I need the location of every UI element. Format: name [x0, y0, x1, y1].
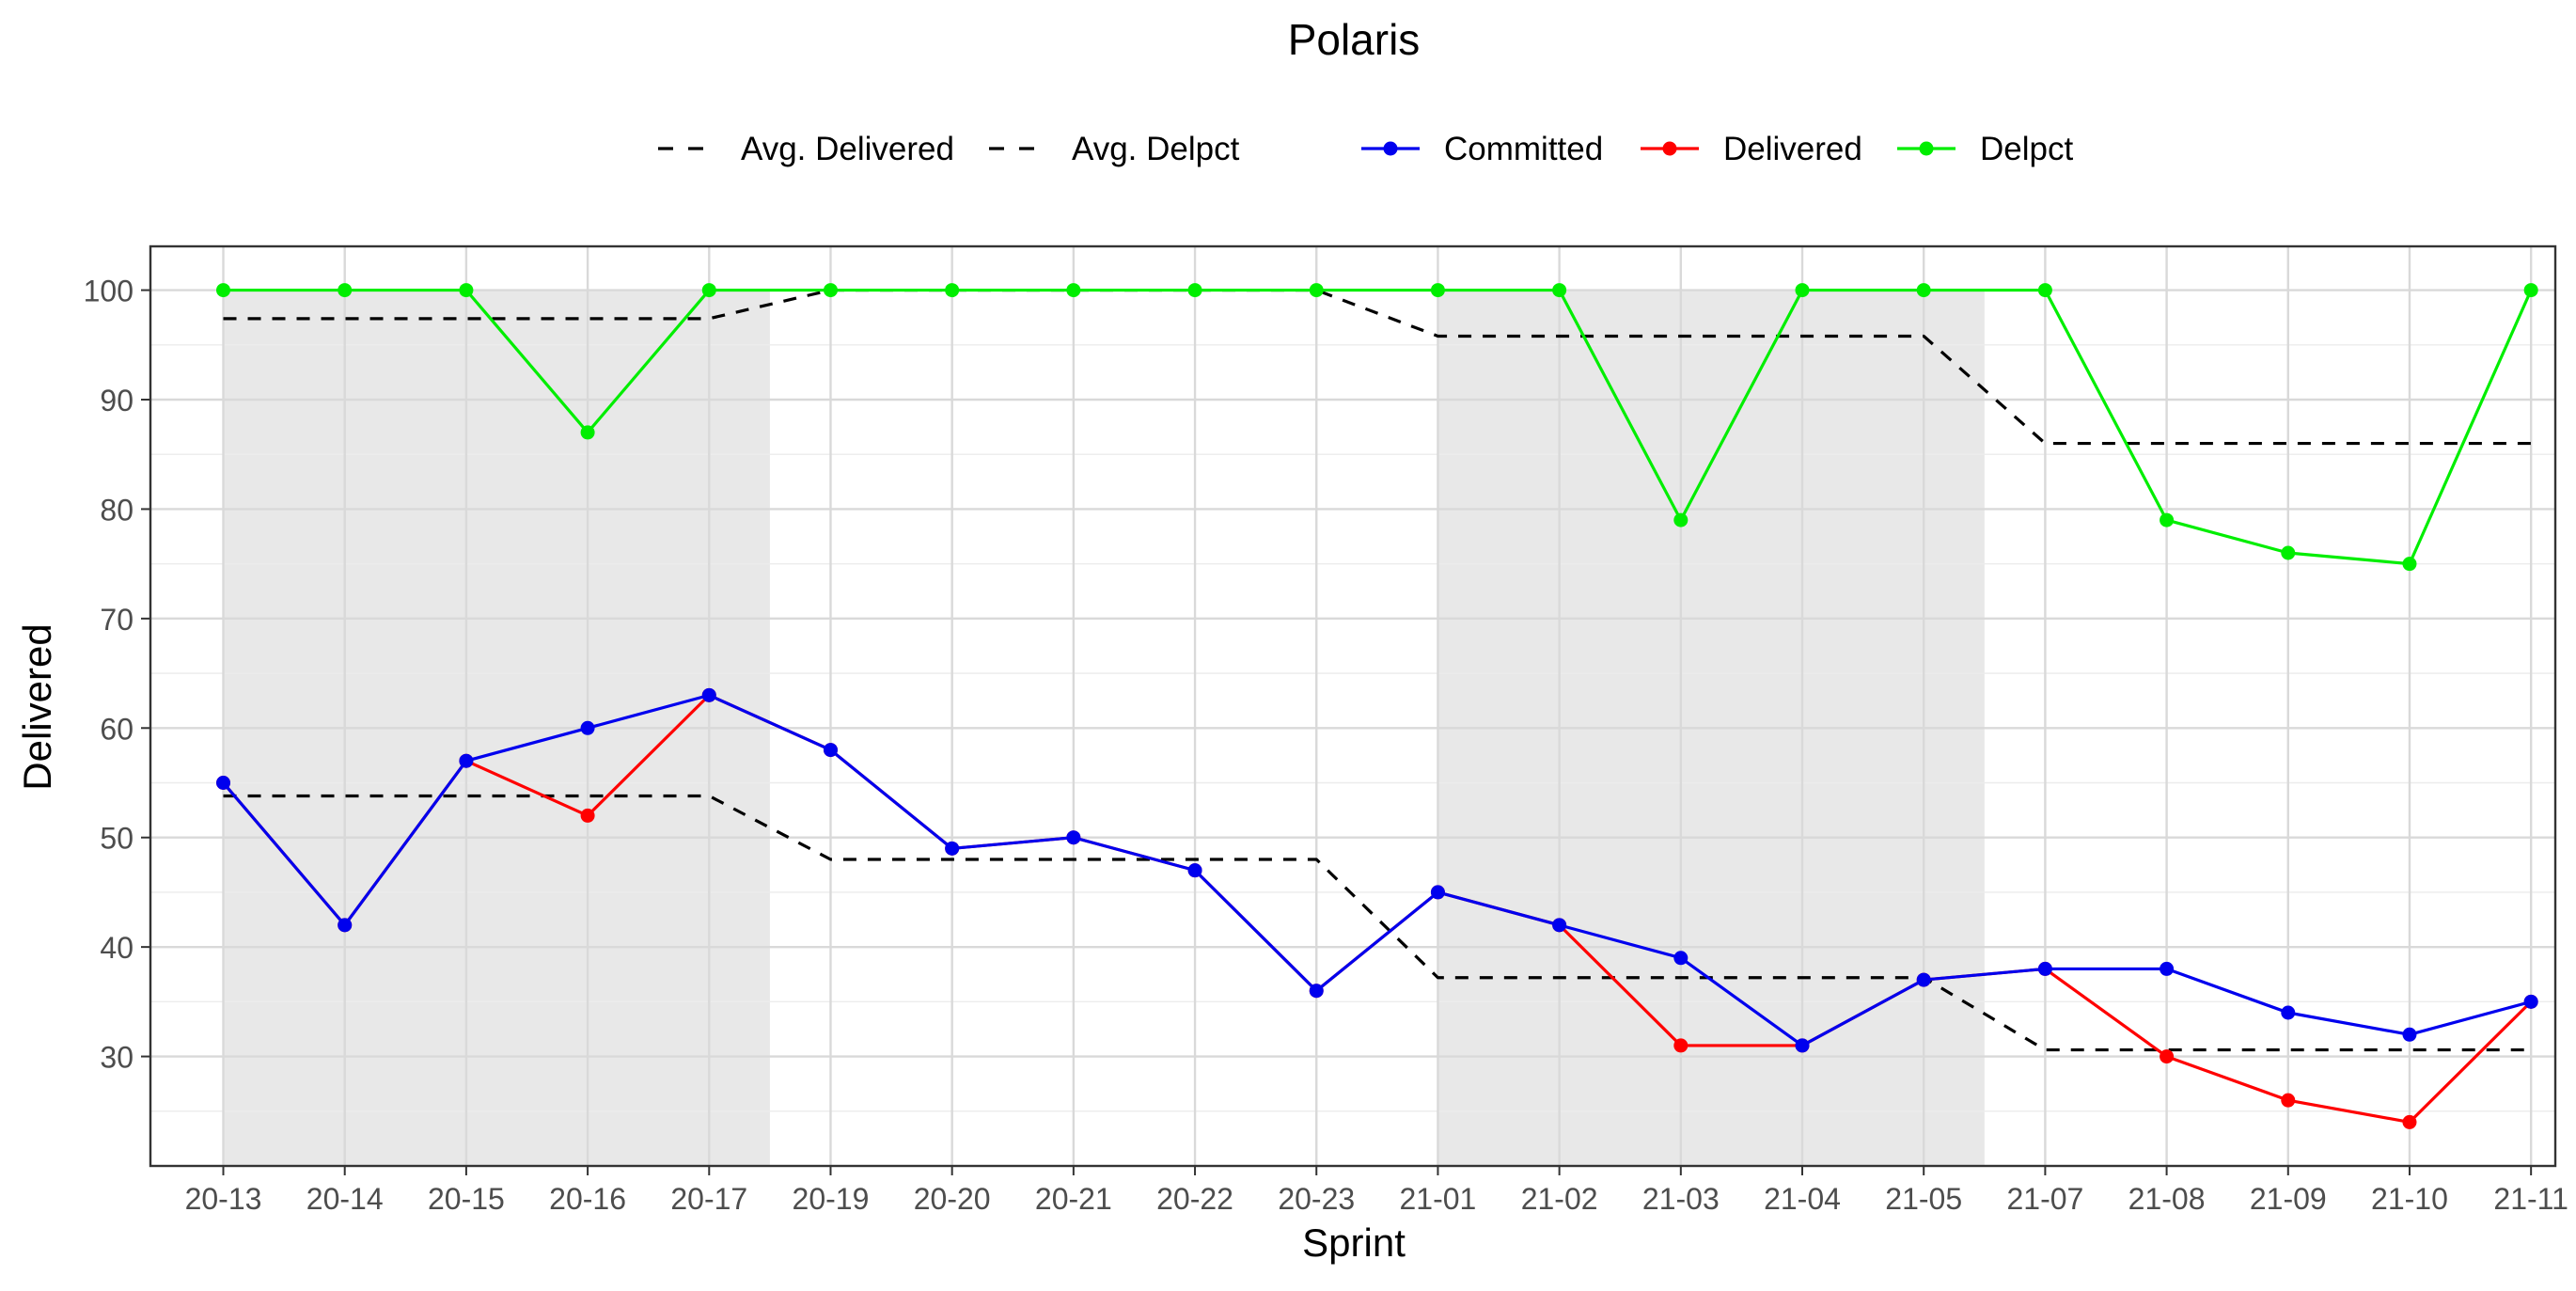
y-tick-label: 70: [100, 603, 134, 637]
point-committed: [1795, 1038, 1810, 1053]
panel-border: [149, 244, 2557, 1168]
x-tick-label: 20-23: [1278, 1182, 1355, 1216]
legend: Avg. Delivered Avg. Delpct Committed Delive…: [658, 131, 2073, 167]
y-tick-label: 30: [100, 1041, 134, 1075]
point-delpct: [216, 283, 231, 298]
point-delivered: [2160, 1049, 2175, 1064]
point-delpct: [1430, 283, 1445, 298]
point-delpct: [1673, 512, 1689, 527]
point-committed: [1673, 951, 1689, 966]
x-tick-label: 20-19: [793, 1182, 870, 1216]
series-line-avg-delivered: [223, 794, 2532, 1052]
x-tick-label: 21-03: [1642, 1182, 1720, 1216]
y-tick-label: 100: [84, 275, 134, 308]
point-delpct: [2523, 283, 2538, 298]
point-delpct: [945, 283, 960, 298]
x-tick-label: 21-08: [2128, 1182, 2206, 1216]
point-committed: [2281, 1005, 2296, 1020]
point-committed: [459, 753, 474, 768]
y-tick-label: 60: [100, 712, 134, 746]
point-committed: [2523, 994, 2538, 1009]
point-delpct: [823, 283, 838, 298]
x-tick-label: 20-17: [670, 1182, 747, 1216]
y-tick-label: 80: [100, 493, 134, 527]
x-tick-label: 20-21: [1035, 1182, 1112, 1216]
legend-marker-delpct: [1919, 141, 1934, 156]
point-committed: [701, 687, 716, 702]
legend-label-avg-delpct: Avg. Delpct: [1072, 131, 1240, 167]
point-delpct: [2402, 557, 2417, 572]
x-tick-label: 20-22: [1156, 1182, 1233, 1216]
point-delpct: [1795, 283, 1810, 298]
point-delpct: [1187, 283, 1202, 298]
y-tick-label: 50: [100, 822, 134, 856]
point-delpct: [1309, 283, 1324, 298]
series-line-committed: [222, 693, 2532, 1047]
x-tick-label: 21-10: [2371, 1182, 2448, 1216]
x-tick-label: 21-11: [2493, 1182, 2568, 1216]
point-delpct: [2281, 545, 2296, 560]
point-delivered: [1673, 1038, 1689, 1053]
plot-area: 30 40 50 60 70 80 90 100 20-13 20-14 20-15 20-16 20-…: [84, 244, 2568, 1216]
point-committed: [1552, 918, 1567, 933]
point-delivered: [2281, 1093, 2296, 1108]
x-tick-label: 20-13: [185, 1182, 262, 1216]
point-delivered: [2402, 1114, 2417, 1129]
x-tick-label: 20-14: [306, 1182, 384, 1216]
point-committed: [1916, 972, 1931, 987]
x-tick-label: 21-01: [1400, 1182, 1477, 1216]
x-tick-label: 20-16: [549, 1182, 626, 1216]
point-committed: [2037, 961, 2052, 976]
point-committed: [823, 743, 838, 758]
series-line-delpct: [223, 288, 2533, 566]
point-committed: [2402, 1027, 2417, 1042]
x-tick-label: 21-09: [2250, 1182, 2327, 1216]
legend-label-avg-delivered: Avg. Delivered: [741, 131, 954, 167]
legend-label-delpct: Delpct: [1980, 131, 2073, 167]
point-committed: [216, 776, 231, 790]
series-line-avg-delpct: [223, 288, 2532, 446]
point-committed: [580, 720, 595, 735]
x-tick-label: 20-15: [428, 1182, 505, 1216]
y-tick-label: 40: [100, 931, 134, 965]
point-committed: [1309, 984, 1324, 999]
point-delpct: [1916, 283, 1931, 298]
y-axis-label: Delivered: [15, 623, 59, 790]
point-committed: [945, 841, 960, 856]
point-committed: [338, 918, 353, 933]
point-delivered: [580, 808, 595, 823]
x-tick-label: 21-07: [2006, 1182, 2083, 1216]
x-tick-label: 21-02: [1521, 1182, 1598, 1216]
legend-label-delivered: Delivered: [1723, 131, 1862, 167]
x-tick-label: 21-05: [1885, 1182, 1962, 1216]
point-delpct: [459, 283, 474, 298]
point-committed: [2160, 961, 2175, 976]
point-delpct: [1552, 283, 1567, 298]
point-committed: [1187, 863, 1202, 878]
x-tick-label: 20-20: [914, 1182, 991, 1216]
point-delpct: [580, 425, 595, 440]
point-delpct: [1066, 283, 1081, 298]
point-delpct: [2037, 283, 2052, 298]
legend-marker-committed: [1383, 141, 1398, 156]
point-committed: [1430, 885, 1445, 900]
x-tick-label: 21-04: [1764, 1182, 1841, 1216]
legend-marker-delivered: [1662, 141, 1677, 156]
point-delpct: [338, 283, 353, 298]
x-axis-label: Sprint: [1302, 1220, 1406, 1265]
point-committed: [1066, 830, 1081, 845]
legend-label-committed: Committed: [1444, 131, 1603, 167]
point-delpct: [701, 283, 716, 298]
chart-title: Polaris: [1288, 15, 1421, 64]
y-tick-label: 90: [100, 384, 134, 417]
point-delpct: [2160, 512, 2175, 527]
